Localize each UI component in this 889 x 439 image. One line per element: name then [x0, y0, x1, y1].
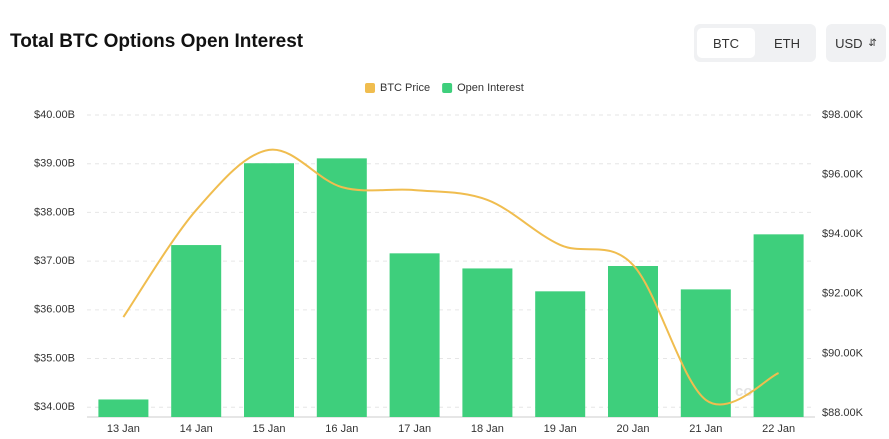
y2-tick-label: $88.00K: [822, 407, 864, 419]
x-tick-label: 17 Jan: [398, 423, 431, 435]
y2-tick-label: $98.00K: [822, 109, 864, 121]
bar: [462, 268, 513, 417]
y-tick-label: $40.00B: [34, 109, 75, 121]
y-tick-label: $36.00B: [34, 304, 75, 316]
bar: [98, 399, 149, 417]
y-tick-label: $39.00B: [34, 158, 75, 170]
bar: [753, 234, 804, 417]
legend-swatch: [365, 83, 375, 93]
x-tick-label: 14 Jan: [180, 423, 213, 435]
page-title: Total BTC Options Open Interest: [10, 31, 304, 52]
bar: [680, 289, 731, 417]
bar: [608, 266, 658, 417]
coin-tabs: BTC ETH: [694, 24, 816, 62]
x-tick-label: 22 Jan: [762, 423, 795, 435]
tab[interactable]: ETH: [774, 35, 800, 51]
legend-swatch: [442, 83, 453, 93]
y-tick-label: $35.00B: [34, 352, 75, 364]
x-tick-label: 21 Jan: [689, 423, 722, 435]
y2-tick-label: $92.00K: [822, 288, 864, 300]
currency-select[interactable]: USD ⇵: [826, 24, 886, 62]
bar: [389, 253, 440, 417]
y-tick-label: $38.00B: [34, 206, 75, 218]
legend-label: Open Interest: [457, 82, 524, 94]
bar: [171, 245, 222, 417]
bar: [316, 158, 367, 417]
x-tick-label: 19 Jan: [544, 423, 577, 435]
x-tick-label: 20 Jan: [616, 423, 649, 435]
x-tick-label: 16 Jan: [325, 423, 358, 435]
x-tick-label: 15 Jan: [252, 423, 285, 435]
bar: [244, 163, 294, 417]
legend-label: BTC Price: [380, 82, 430, 94]
y2-tick-label: $96.00K: [822, 169, 864, 181]
x-tick-label: 18 Jan: [471, 423, 504, 435]
price-line: [122, 148, 780, 406]
y-tick-label: $34.00B: [34, 401, 75, 413]
tab[interactable]: BTC: [697, 28, 755, 58]
y-tick-label: $37.00B: [34, 255, 75, 267]
chevron: ⇵: [868, 37, 877, 49]
currency-label: USD: [835, 35, 863, 51]
x-tick-label: 13 Jan: [107, 423, 140, 435]
bar: [535, 291, 586, 417]
y2-tick-label: $90.00K: [822, 347, 864, 359]
y2-tick-label: $94.00K: [822, 228, 864, 240]
